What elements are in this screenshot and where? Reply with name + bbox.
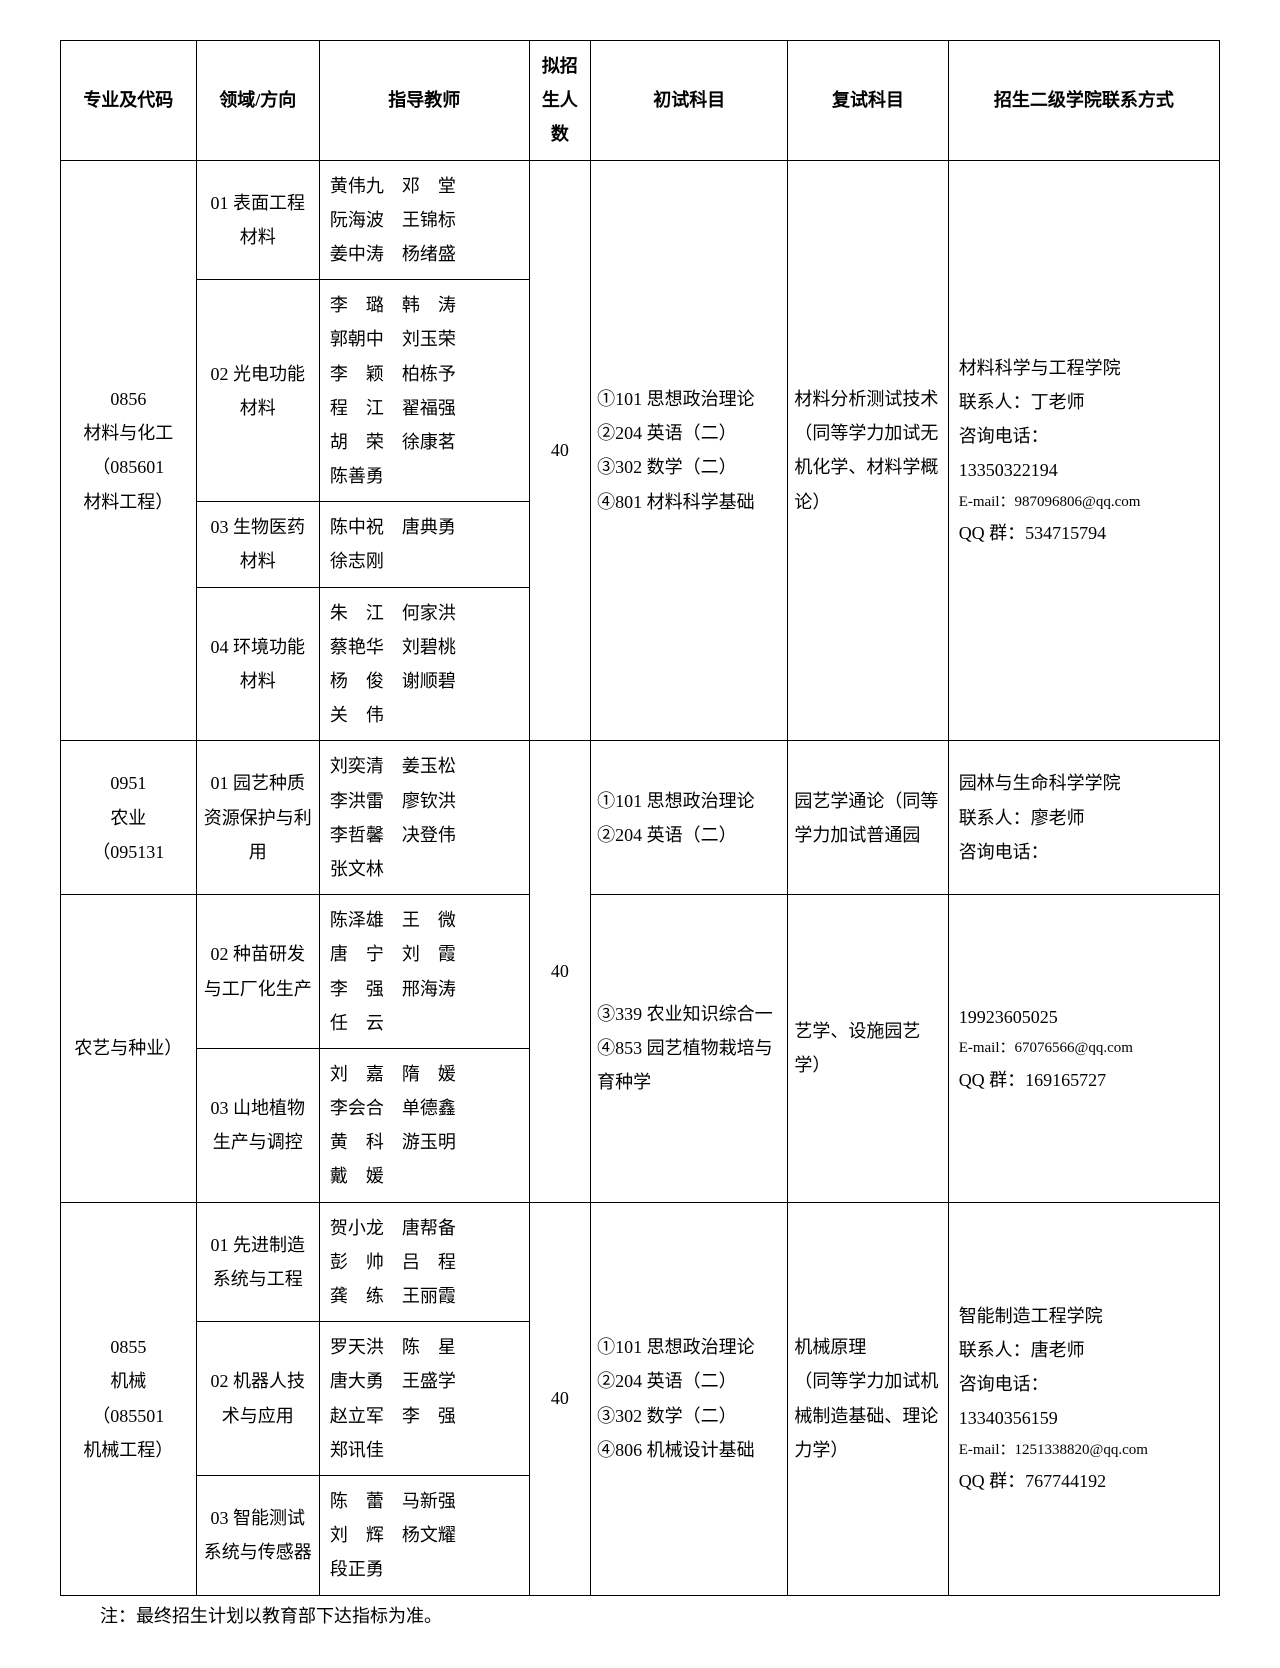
contact-email: E-mail：1251338820@qq.com [959,1436,1213,1465]
direction-teachers: 李 璐 韩 涛 郭朝中 刘玉荣 李 颖 柏栋予 程 江 翟福强 胡 荣 徐康茗 … [319,280,529,502]
table-row: 0951 农业 （095131 01 园艺种质资源保护与利用 刘奕清 姜玉松 李… [61,741,1220,895]
direction-teachers: 罗天洪 陈 星 唐大勇 王盛学 赵立军 李 强 郑讯佳 [319,1322,529,1476]
major-name: 农艺与种业） [61,895,197,1203]
direction-teachers: 陈 蕾 马新强 刘 辉 杨文耀 段正勇 [319,1475,529,1595]
quota: 40 [529,1202,591,1595]
exam2: 园艺学通论（同等学力加试普通园 [788,741,948,895]
direction-label: 01 先进制造系统与工程 [196,1202,319,1322]
exam1: ①101 思想政治理论 ②204 英语（二） ③302 数学（二） ④801 材… [591,160,788,741]
direction-label: 01 表面工程材料 [196,160,319,280]
contact-person: 联系人：廖老师 [959,801,1213,835]
table-row: 农艺与种业） 02 种苗研发与工厂化生产 陈泽雄 王 微 唐 宁 刘 霞 李 强… [61,895,1220,1049]
direction-label: 03 生物医药材料 [196,502,319,587]
header-exam2: 复试科目 [788,41,948,161]
direction-label: 02 种苗研发与工厂化生产 [196,895,319,1049]
contact-tel: 13350322194 [959,453,1213,487]
direction-teachers: 黄伟九 邓 堂 阮海波 王锦标 姜中涛 杨绪盛 [319,160,529,280]
direction-teachers: 陈中祝 唐典勇 徐志刚 [319,502,529,587]
major-name: 0856 材料与化工 （085601 材料工程） [61,160,197,741]
direction-label: 02 机器人技术与应用 [196,1322,319,1476]
quota: 40 [529,160,591,741]
quota: 40 [529,741,591,1202]
contact-cell: 智能制造工程学院 联系人：唐老师 咨询电话： 13340356159 E-mai… [948,1202,1219,1595]
footnote: 注：最终招生计划以教育部下达指标为准。 [60,1596,1220,1628]
direction-label: 03 山地植物生产与调控 [196,1048,319,1202]
header-direction: 领域/方向 [196,41,319,161]
major-name: 0951 农业 （095131 [61,741,197,895]
header-major: 专业及代码 [61,41,197,161]
contact-qq: QQ 群：534715794 [959,516,1213,550]
contact-qq: QQ 群：767744192 [959,1464,1213,1498]
contact-tel-label: 咨询电话： [959,419,1213,453]
contact-email: E-mail：67076566@qq.com [959,1034,1213,1063]
header-teachers: 指导教师 [319,41,529,161]
contact-tel: 19923605025 [959,1000,1213,1034]
table-row: 0856 材料与化工 （085601 材料工程） 01 表面工程材料 黄伟九 邓… [61,160,1220,280]
contact-email: E-mail：987096806@qq.com [959,488,1213,517]
contact-person: 联系人：丁老师 [959,385,1213,419]
contact-cell: 园林与生命科学学院 联系人：廖老师 咨询电话： [948,741,1219,895]
direction-teachers: 刘奕清 姜玉松 李洪雷 廖钦洪 李哲馨 决登伟 张文林 [319,741,529,895]
table-header-row: 专业及代码 领域/方向 指导教师 拟招生人数 初试科目 复试科目 招生二级学院联… [61,41,1220,161]
contact-person: 联系人：唐老师 [959,1333,1213,1367]
contact-cell: 19923605025 E-mail：67076566@qq.com QQ 群：… [948,895,1219,1203]
direction-teachers: 刘 嘉 隋 媛 李会合 单德鑫 黄 科 游玉明 戴 媛 [319,1048,529,1202]
admissions-table: 专业及代码 领域/方向 指导教师 拟招生人数 初试科目 复试科目 招生二级学院联… [60,40,1220,1596]
table-row: 0855 机械 （085501 机械工程） 01 先进制造系统与工程 贺小龙 唐… [61,1202,1220,1322]
direction-label: 04 环境功能材料 [196,587,319,741]
exam1: ③339 农业知识综合一 ④853 园艺植物栽培与育种学 [591,895,788,1203]
direction-label: 02 光电功能材料 [196,280,319,502]
exam2: 艺学、设施园艺学） [788,895,948,1203]
contact-tel-label: 咨询电话： [959,1367,1213,1401]
major-name: 0855 机械 （085501 机械工程） [61,1202,197,1595]
contact-tel-label: 咨询电话： [959,835,1213,869]
header-quota: 拟招生人数 [529,41,591,161]
direction-teachers: 贺小龙 唐帮备 彭 帅 吕 程 龚 练 王丽霞 [319,1202,529,1322]
contact-qq: QQ 群：169165727 [959,1063,1213,1097]
direction-label: 01 园艺种质资源保护与利用 [196,741,319,895]
header-contact: 招生二级学院联系方式 [948,41,1219,161]
contact-cell: 材料科学与工程学院 联系人：丁老师 咨询电话： 13350322194 E-ma… [948,160,1219,741]
exam2: 机械原理 （同等学力加试机械制造基础、理论力学） [788,1202,948,1595]
exam1: ①101 思想政治理论 ②204 英语（二） ③302 数学（二） ④806 机… [591,1202,788,1595]
contact-school: 园林与生命科学学院 [959,766,1213,800]
header-exam1: 初试科目 [591,41,788,161]
contact-school: 智能制造工程学院 [959,1299,1213,1333]
direction-teachers: 陈泽雄 王 微 唐 宁 刘 霞 李 强 邢海涛 任 云 [319,895,529,1049]
exam1: ①101 思想政治理论 ②204 英语（二） [591,741,788,895]
direction-teachers: 朱 江 何家洪 蔡艳华 刘碧桃 杨 俊 谢顺碧 关 伟 [319,587,529,741]
direction-label: 03 智能测试系统与传感器 [196,1475,319,1595]
exam2: 材料分析测试技术 （同等学力加试无机化学、材料学概论） [788,160,948,741]
contact-tel: 13340356159 [959,1401,1213,1435]
contact-school: 材料科学与工程学院 [959,351,1213,385]
